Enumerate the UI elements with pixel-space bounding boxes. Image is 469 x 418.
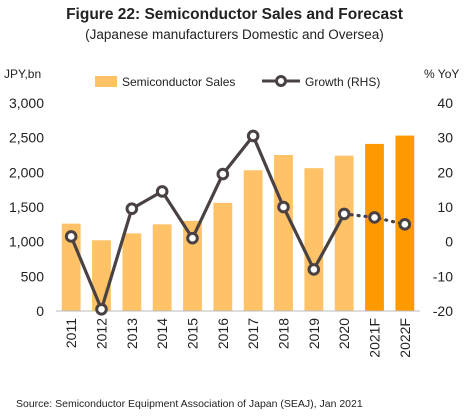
- right-tick-label: -20: [433, 303, 453, 319]
- left-axis: 0 500 1,000 1,500 2,000 2,500 3,000: [9, 95, 44, 319]
- sales-bar: [92, 240, 111, 311]
- sales-bar: [365, 143, 384, 311]
- growth-point: [398, 218, 412, 231]
- chart-subtitle: (Japanese manufacturers Domestic and Ove…: [85, 27, 384, 42]
- growth-point: [216, 167, 230, 181]
- legend-sales-swatch: [95, 76, 117, 87]
- growth-point: [337, 207, 351, 221]
- growth-point: [155, 185, 169, 198]
- growth-point: [125, 202, 139, 216]
- source-note: Source: Semiconductor Equipment Associat…: [16, 398, 363, 410]
- x-axis: 2011 2012 2013 2014 2015 2016 2017 2018 2019 2020…: [63, 318, 413, 358]
- right-tick-label: 30: [437, 130, 453, 146]
- left-tick-label: 0: [36, 303, 44, 319]
- right-tick-label: 20: [437, 164, 453, 180]
- x-tick-label: 2015: [185, 318, 201, 349]
- right-tick-label: -10: [433, 268, 453, 284]
- left-tick-label: 3,000: [9, 95, 44, 111]
- chart-title: Figure 22: Semiconductor Sales and Forec…: [66, 6, 403, 23]
- x-tick-label: 2012: [94, 318, 110, 349]
- growth-point: [64, 230, 78, 243]
- growth-line-solid: [69, 134, 346, 311]
- left-tick-label: 2,000: [9, 164, 44, 180]
- left-axis-label: JPY,bn: [4, 67, 41, 81]
- legend-growth-label: Growth (RHS): [305, 75, 380, 89]
- x-tick-label: 2014: [154, 318, 170, 349]
- legend: Semiconductor Sales Growth (RHS): [95, 75, 380, 89]
- x-tick-label: 2019: [306, 318, 322, 349]
- left-tick-label: 1,000: [9, 234, 44, 250]
- right-tick-label: 0: [445, 234, 453, 250]
- x-tick-label: 2021F: [367, 318, 383, 358]
- right-axis: -20 -10 0 10 20 30 40: [433, 95, 453, 319]
- x-tick-label: 2020: [336, 318, 352, 349]
- left-tick-label: 500: [21, 268, 45, 284]
- right-tick-label: 10: [437, 199, 453, 215]
- growth-line-series: [64, 129, 412, 316]
- x-tick-label: 2011: [63, 318, 79, 348]
- sales-bar: [213, 202, 233, 311]
- left-tick-label: 1,500: [9, 199, 44, 215]
- growth-point: [277, 200, 290, 214]
- legend-sales-label: Semiconductor Sales: [122, 75, 235, 89]
- growth-point: [368, 211, 381, 224]
- legend-growth-marker: [275, 75, 287, 87]
- growth-point: [307, 263, 321, 276]
- sales-bar: [183, 220, 202, 311]
- sales-bar: [152, 224, 172, 311]
- sales-bar: [122, 233, 142, 311]
- sales-bar: [243, 170, 263, 311]
- sales-bars: [61, 135, 415, 311]
- growth-point: [95, 302, 108, 316]
- growth-point: [186, 231, 199, 245]
- sales-bar: [304, 168, 324, 311]
- x-tick-label: 2017: [245, 318, 261, 349]
- right-axis-label: % YoY: [424, 67, 459, 81]
- x-tick-label: 2022F: [397, 318, 413, 358]
- x-tick-label: 2013: [124, 318, 140, 349]
- sales-bar: [274, 155, 293, 311]
- x-tick-label: 2018: [276, 318, 292, 349]
- left-tick-label: 2,500: [9, 130, 44, 146]
- growth-point: [246, 129, 260, 143]
- x-tick-label: 2016: [215, 318, 231, 349]
- right-tick-label: 40: [437, 95, 453, 111]
- sales-bar: [334, 155, 354, 311]
